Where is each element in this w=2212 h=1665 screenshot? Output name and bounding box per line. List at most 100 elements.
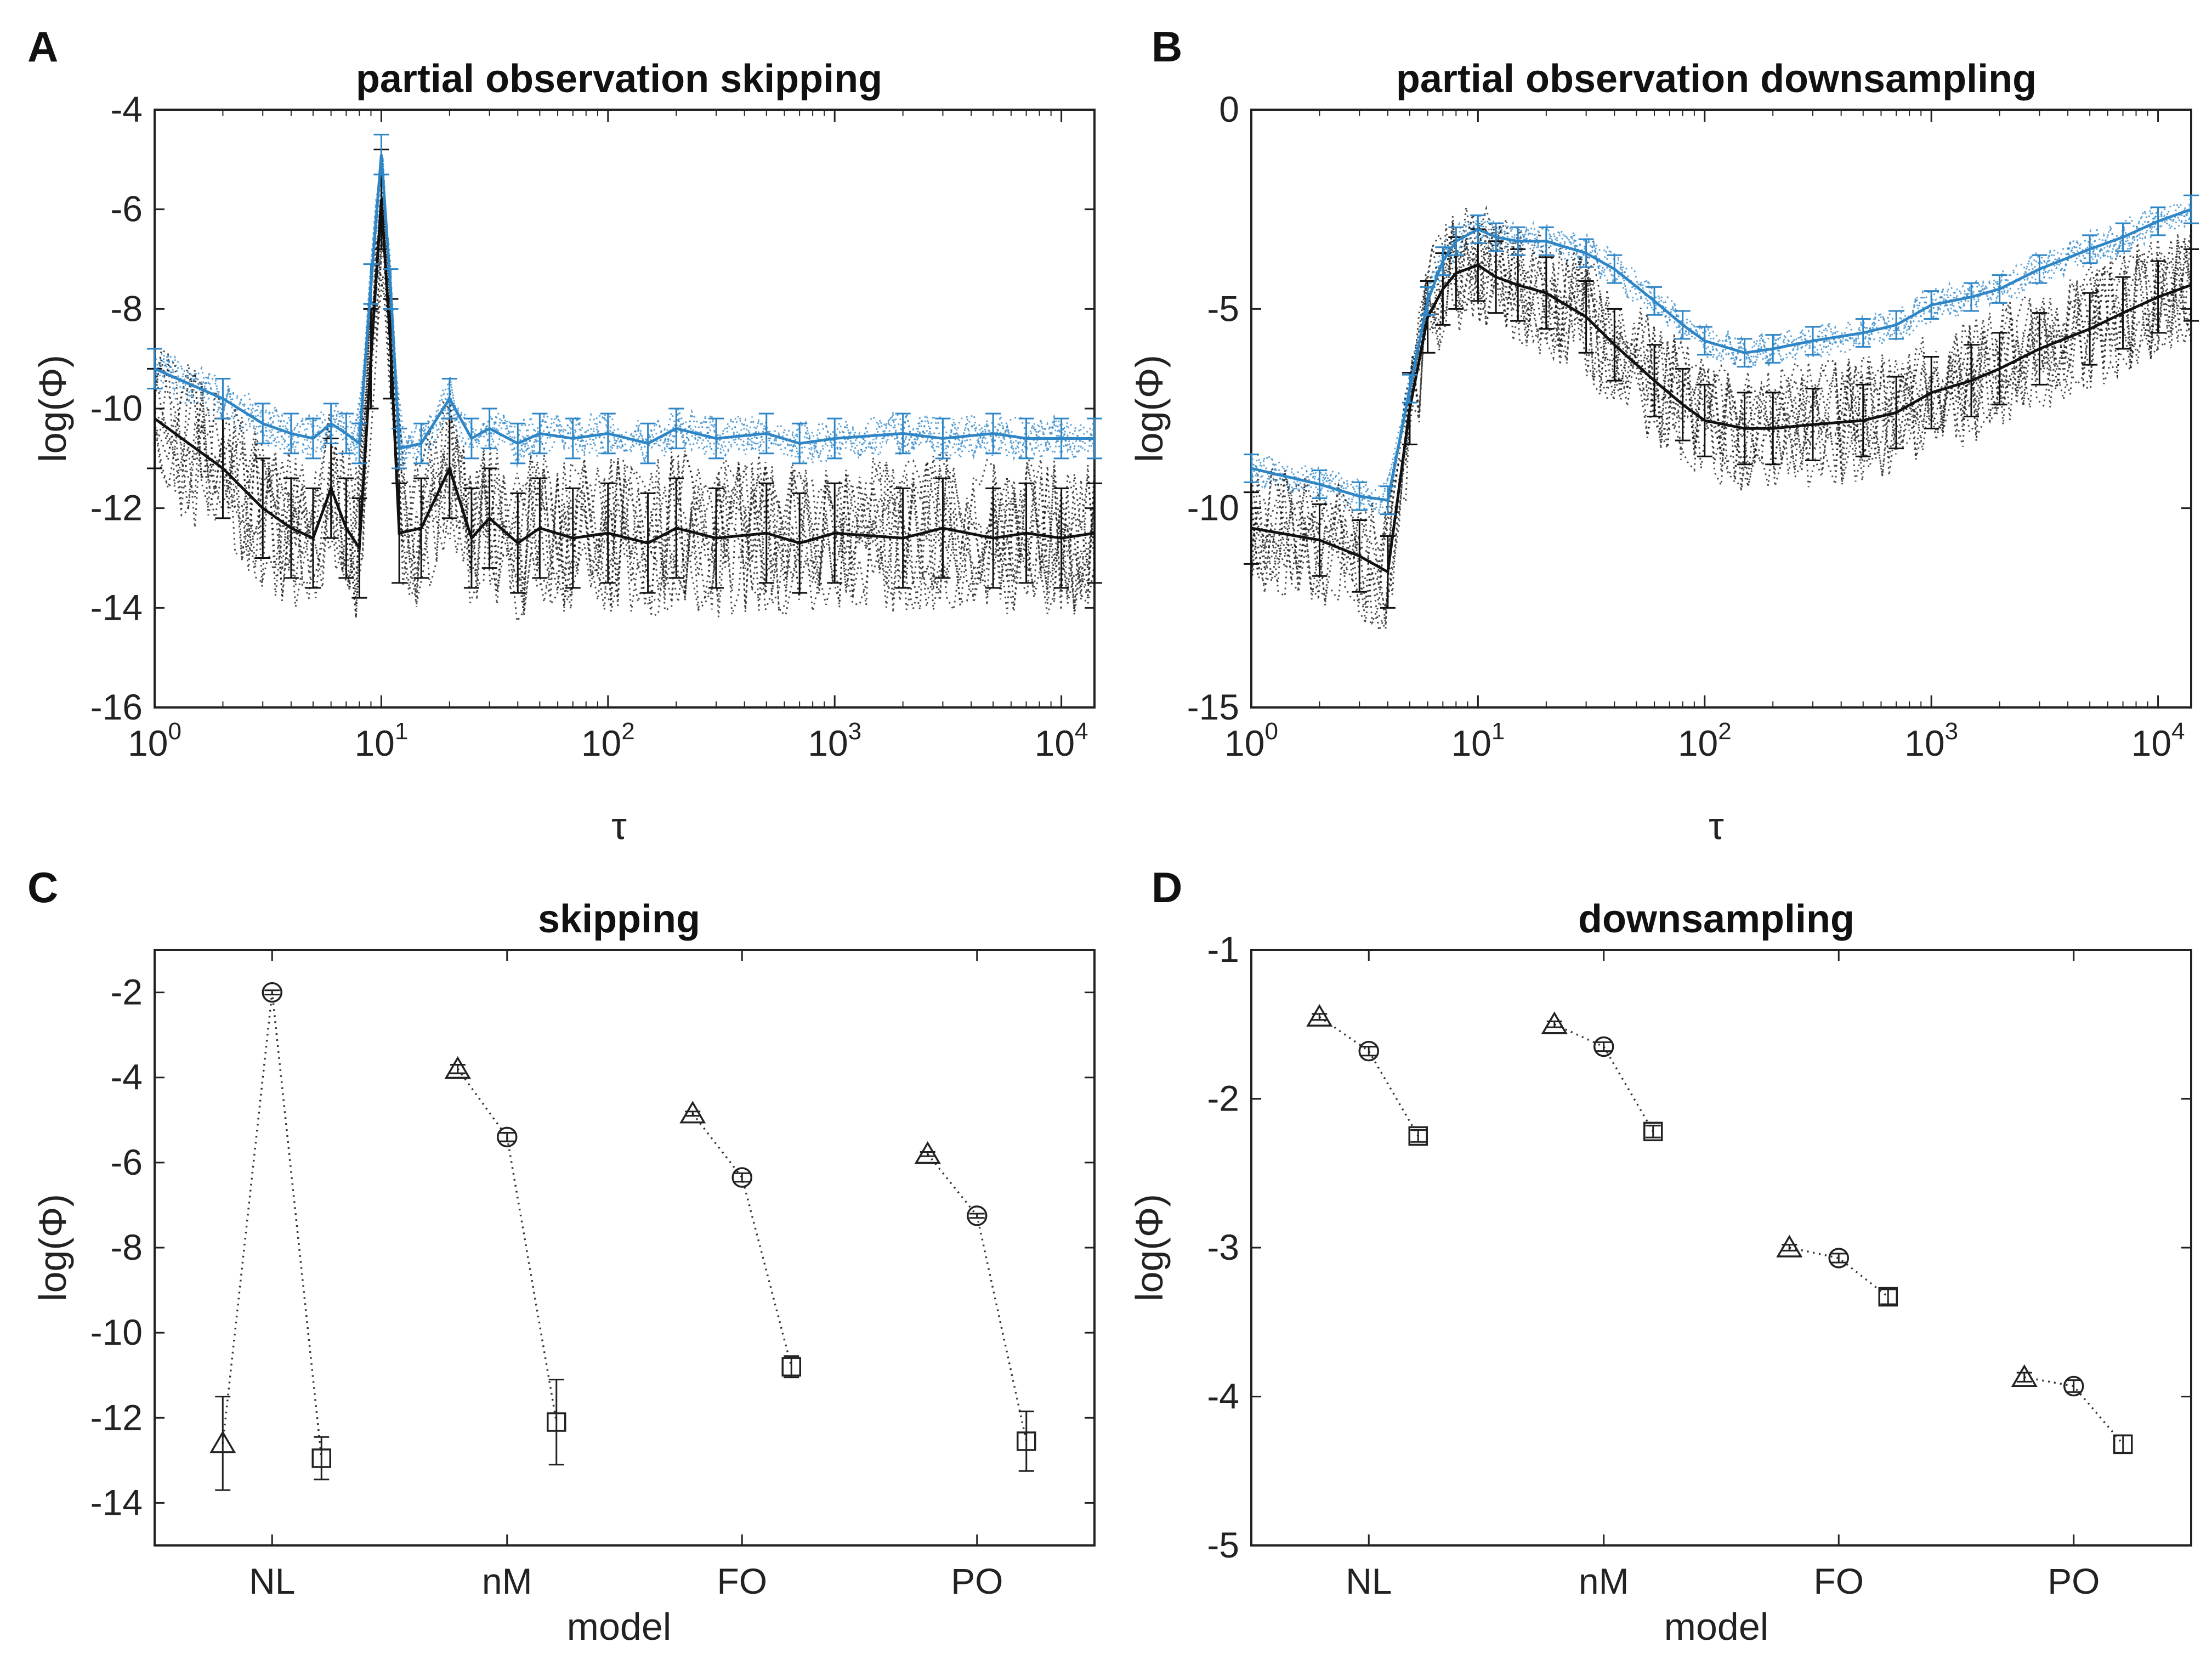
y-tick-label: -4 [1207,1376,1239,1417]
y-axis-label: log(Φ) [31,355,74,462]
tick-group: -1 -2 -3 -4 -5 NL nM FO PO [1207,929,2191,1601]
x-tick-label: 102 [581,718,635,763]
panel-label-b: B [1152,22,1182,71]
y-tick-label: -14 [90,1482,143,1522]
y-tick-label: -15 [1187,687,1239,727]
y-tick-label: -5 [1207,1525,1239,1565]
x-tick-label: FO [1813,1561,1864,1601]
x-tick-label: 104 [2131,718,2185,763]
noise-trace [1251,202,2192,497]
triangle-marker [1541,1011,1568,1034]
noise-trace [154,192,1096,616]
noise-trace [154,275,1096,615]
noise-trace [1250,222,2192,606]
tick-group: -2 -4 -6 -8 -10 -12 -14 NL nM FO PO [90,950,1094,1601]
y-tick-label: -5 [1207,288,1239,329]
y-tick-label: -6 [110,189,143,229]
noise-trace [154,157,1096,465]
x-tick-label: 102 [1678,718,1732,763]
x-tick-label: 100 [1224,718,1278,763]
x-tick-label: nM [482,1561,532,1601]
y-axis-label: log(Φ) [1128,1194,1171,1301]
series-group [1244,194,2199,609]
chart-panel-b: partial observation downsampling 0 -5 -10 -… [1128,57,2199,847]
x-tick-label: 100 [128,718,182,763]
y-tick-label: -4 [110,1057,143,1097]
square-marker [1878,1287,1898,1307]
noise-trace [1250,233,2192,625]
x-axis-label: model [567,1605,672,1648]
triangle-marker [2011,1364,2038,1387]
y-tick-label: -6 [110,1142,143,1182]
y-tick-label: -2 [1207,1078,1239,1119]
y-tick-label: -1 [1207,929,1239,970]
chart-title: skipping [538,897,700,941]
x-axis-label: τ [1709,805,1724,847]
plot-frame [1250,109,2192,709]
square-marker [1643,1122,1663,1141]
triangle-marker [1776,1234,1803,1258]
noise-trace [154,161,1096,470]
x-tick-label: 103 [808,718,861,763]
circle-marker [262,982,282,1003]
x-tick-label: NL [249,1561,295,1601]
y-tick-label: -10 [90,388,143,428]
chart-panel-c: skipping -2 -4 -6 -8 -10 -12 -14 NL nM FO PO model… [31,897,1096,1648]
y-axis-label: log(Φ) [31,1194,74,1301]
series-group [147,133,1102,599]
y-tick-label: -8 [110,1227,143,1267]
y-tick-label: -2 [110,972,143,1012]
triangle-marker [914,1141,941,1164]
series-line [1251,263,2192,574]
panel-label-c: C [27,863,58,911]
panel-label-a: A [27,22,58,71]
y-tick-label: -10 [1187,488,1239,528]
chart-panel-a: partial observation skipping -4 -6 -8 -10 -1… [31,57,1102,847]
triangle-marker [444,1056,471,1079]
y-tick-label: -14 [90,587,143,627]
y-tick-label: -3 [1207,1227,1239,1267]
chart-title: partial observation downsampling [1396,57,2037,101]
square-marker [1408,1126,1428,1146]
circle-marker [2063,1375,2084,1397]
noise-trace [154,197,1096,618]
series-line [154,154,1094,450]
x-tick-label: 101 [1451,718,1505,763]
series-group [1306,1004,2133,1454]
noise-trace [154,222,1096,617]
chart-title: partial observation skipping [356,57,882,101]
x-tick-label: NL [1346,1561,1392,1601]
x-tick-label: 103 [1904,718,1958,763]
y-tick-label: 0 [1219,89,1239,129]
series-line [154,199,1095,552]
circle-marker [967,1205,988,1226]
x-tick-label: 101 [354,718,408,763]
x-tick-label: FO [717,1561,767,1601]
triangle-marker [679,1101,706,1124]
y-tick-label: -16 [90,687,143,727]
chart-panel-d: downsampling -1 -2 -3 -4 -5 NL nM FO PO model lo… [1128,897,2192,1648]
x-axis-label: model [1664,1605,1769,1648]
circle-marker [497,1126,518,1148]
circle-marker [1593,1036,1614,1057]
square-marker [311,1448,331,1468]
series-group [209,982,1036,1491]
circle-marker [1358,1040,1379,1062]
triangle-marker [1306,1004,1333,1027]
y-tick-label: -8 [110,288,143,329]
x-tick-label: PO [2047,1561,2100,1601]
noise-trace [1251,207,2192,630]
x-tick-label: nM [1579,1561,1629,1601]
chart-title: downsampling [1578,897,1854,941]
circle-marker [731,1167,752,1188]
y-tick-label: -4 [110,89,143,129]
triangle-marker [209,1430,236,1453]
square-marker [547,1412,566,1432]
y-tick-label: -12 [90,1397,143,1437]
y-axis-label: log(Φ) [1128,355,1171,462]
y-tick-label: -12 [90,488,143,528]
x-tick-label: PO [951,1561,1003,1601]
circle-marker [1828,1248,1849,1268]
